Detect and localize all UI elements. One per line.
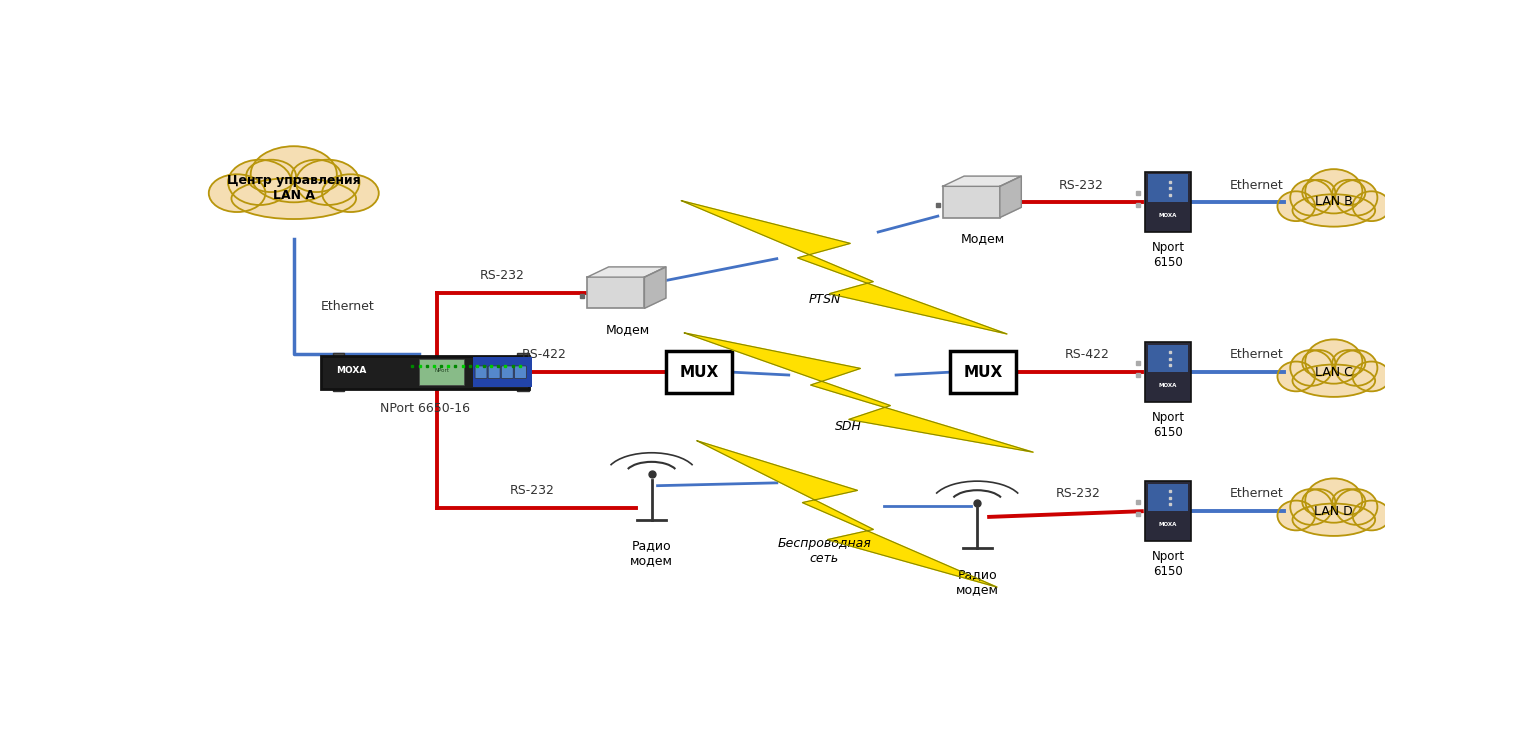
Text: RS-232: RS-232 [1056, 487, 1100, 500]
Text: RS-422: RS-422 [1065, 348, 1110, 361]
Ellipse shape [1290, 489, 1333, 525]
Text: RS-422: RS-422 [522, 348, 566, 361]
FancyBboxPatch shape [419, 359, 465, 385]
Text: MOXA: MOXA [1159, 383, 1177, 388]
Polygon shape [1000, 176, 1022, 217]
Text: Радио
модем: Радио модем [629, 539, 673, 567]
FancyBboxPatch shape [502, 366, 512, 378]
FancyBboxPatch shape [517, 354, 529, 391]
FancyBboxPatch shape [1148, 345, 1188, 372]
Text: RS-232: RS-232 [509, 484, 554, 497]
Polygon shape [685, 333, 1033, 453]
FancyBboxPatch shape [1148, 175, 1188, 202]
Text: Модем: Модем [960, 232, 1005, 245]
Polygon shape [645, 267, 666, 308]
Text: Ethernet: Ethernet [1230, 348, 1284, 361]
Text: Ethernet: Ethernet [320, 300, 374, 312]
Ellipse shape [1305, 170, 1362, 214]
Ellipse shape [1336, 350, 1377, 385]
Ellipse shape [1302, 489, 1336, 514]
Text: NPort 6650-16: NPort 6650-16 [380, 402, 469, 415]
Text: Модем: Модем [605, 323, 649, 336]
Polygon shape [697, 441, 997, 587]
Ellipse shape [295, 160, 360, 205]
Ellipse shape [209, 174, 265, 212]
Polygon shape [588, 267, 666, 277]
Ellipse shape [1333, 350, 1365, 376]
Ellipse shape [1293, 503, 1376, 536]
Ellipse shape [291, 160, 342, 192]
Ellipse shape [1277, 192, 1314, 221]
Ellipse shape [228, 160, 291, 205]
Text: RS-232: RS-232 [480, 268, 525, 282]
Ellipse shape [1336, 180, 1377, 215]
Text: MOXA: MOXA [1159, 212, 1177, 217]
Ellipse shape [246, 160, 295, 192]
Ellipse shape [1277, 500, 1314, 531]
Ellipse shape [1333, 180, 1365, 206]
Text: Беспроводная
сеть: Беспроводная сеть [777, 537, 871, 565]
Ellipse shape [1293, 365, 1376, 397]
Ellipse shape [1277, 362, 1314, 391]
FancyBboxPatch shape [666, 351, 733, 394]
Ellipse shape [1305, 340, 1362, 384]
Text: MUX: MUX [963, 365, 1003, 380]
FancyBboxPatch shape [476, 366, 486, 378]
Text: Центр управления
LAN A: Центр управления LAN A [226, 174, 360, 202]
Ellipse shape [1336, 489, 1377, 525]
FancyBboxPatch shape [1145, 343, 1191, 402]
Text: RS-232: RS-232 [1059, 179, 1103, 192]
Text: Ethernet: Ethernet [1230, 487, 1284, 500]
Ellipse shape [1353, 192, 1390, 221]
Ellipse shape [1293, 195, 1376, 226]
Ellipse shape [322, 174, 379, 212]
Ellipse shape [1353, 500, 1390, 531]
Text: LAN B: LAN B [1314, 195, 1353, 209]
Text: Nport
6150: Nport 6150 [1151, 240, 1185, 268]
FancyBboxPatch shape [332, 354, 345, 391]
Text: MOXA: MOXA [1159, 522, 1177, 527]
Polygon shape [682, 200, 1007, 334]
Text: MUX: MUX [680, 365, 719, 380]
Ellipse shape [1305, 478, 1362, 523]
FancyBboxPatch shape [488, 366, 500, 378]
Text: Ethernet: Ethernet [1230, 179, 1284, 192]
Text: MOXA: MOXA [337, 366, 366, 375]
FancyBboxPatch shape [472, 357, 532, 387]
Text: NPort: NPort [434, 368, 449, 373]
Ellipse shape [251, 146, 337, 203]
Text: Радио
модем: Радио модем [956, 568, 999, 596]
FancyBboxPatch shape [588, 277, 645, 308]
Ellipse shape [1302, 350, 1336, 376]
Text: Nport
6150: Nport 6150 [1151, 411, 1185, 439]
FancyBboxPatch shape [320, 356, 529, 388]
Text: LAN D: LAN D [1314, 505, 1353, 517]
Ellipse shape [1290, 180, 1333, 215]
FancyBboxPatch shape [942, 186, 1000, 217]
Text: SDH: SDH [836, 420, 862, 433]
Ellipse shape [1353, 362, 1390, 391]
FancyBboxPatch shape [1145, 172, 1191, 231]
FancyBboxPatch shape [1148, 483, 1188, 511]
FancyBboxPatch shape [1145, 481, 1191, 541]
FancyBboxPatch shape [951, 351, 1016, 394]
Text: Nport
6150: Nport 6150 [1151, 550, 1185, 578]
Ellipse shape [1302, 180, 1336, 206]
Polygon shape [942, 176, 1022, 186]
Text: LAN C: LAN C [1314, 366, 1353, 379]
Ellipse shape [1333, 489, 1365, 514]
Ellipse shape [1290, 350, 1333, 385]
FancyBboxPatch shape [514, 366, 526, 378]
Ellipse shape [231, 178, 356, 219]
Text: PTSN: PTSN [808, 293, 840, 306]
